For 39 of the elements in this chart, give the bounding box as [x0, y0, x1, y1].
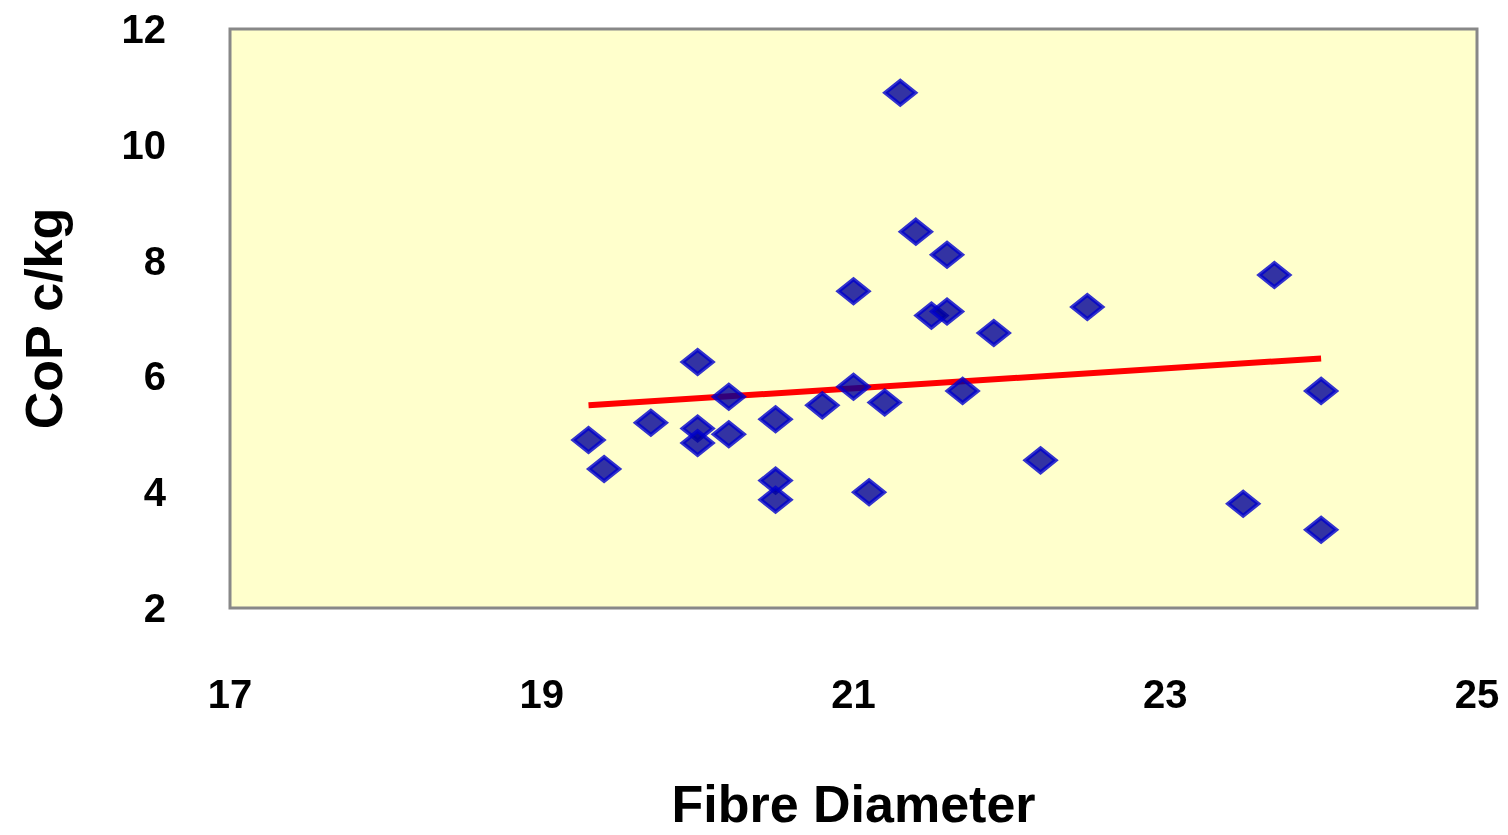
y-tick-label: 6: [143, 354, 166, 399]
point: [867, 388, 902, 417]
point: [836, 372, 871, 401]
point: [571, 426, 606, 455]
point: [930, 297, 965, 326]
point: [1304, 515, 1339, 544]
point: [587, 455, 622, 484]
point: [1023, 446, 1058, 475]
point: [1070, 292, 1105, 321]
y-tick-label: 8: [143, 238, 166, 283]
y-tick-label: 4: [143, 470, 167, 515]
y-tick-label: 2: [143, 586, 166, 630]
x-tick-label: 21: [831, 672, 876, 716]
point: [805, 391, 840, 420]
point: [711, 420, 746, 449]
y-axis-title: CoP c/kg: [15, 207, 73, 430]
point: [836, 277, 871, 306]
x-tick-label: 17: [207, 672, 253, 716]
point: [976, 318, 1011, 347]
point: [758, 405, 793, 434]
point: [680, 428, 715, 457]
point: [898, 217, 933, 246]
point: [711, 382, 746, 411]
point: [633, 408, 668, 437]
y-tick-label: 10: [121, 122, 166, 167]
x-tick-label: 25: [1454, 672, 1500, 716]
point: [1257, 261, 1292, 290]
point: [758, 485, 793, 514]
point: [680, 347, 715, 376]
y-tick-label: 12: [121, 7, 166, 51]
point: [945, 376, 980, 405]
x-tick-label: 23: [1143, 672, 1188, 716]
point: [1226, 489, 1261, 518]
point: [852, 478, 887, 507]
x-axis-title: Fibre Diameter: [671, 775, 1036, 833]
x-tick-label: 19: [519, 672, 564, 716]
point: [883, 78, 918, 107]
point: [930, 240, 965, 269]
point: [1304, 376, 1339, 405]
